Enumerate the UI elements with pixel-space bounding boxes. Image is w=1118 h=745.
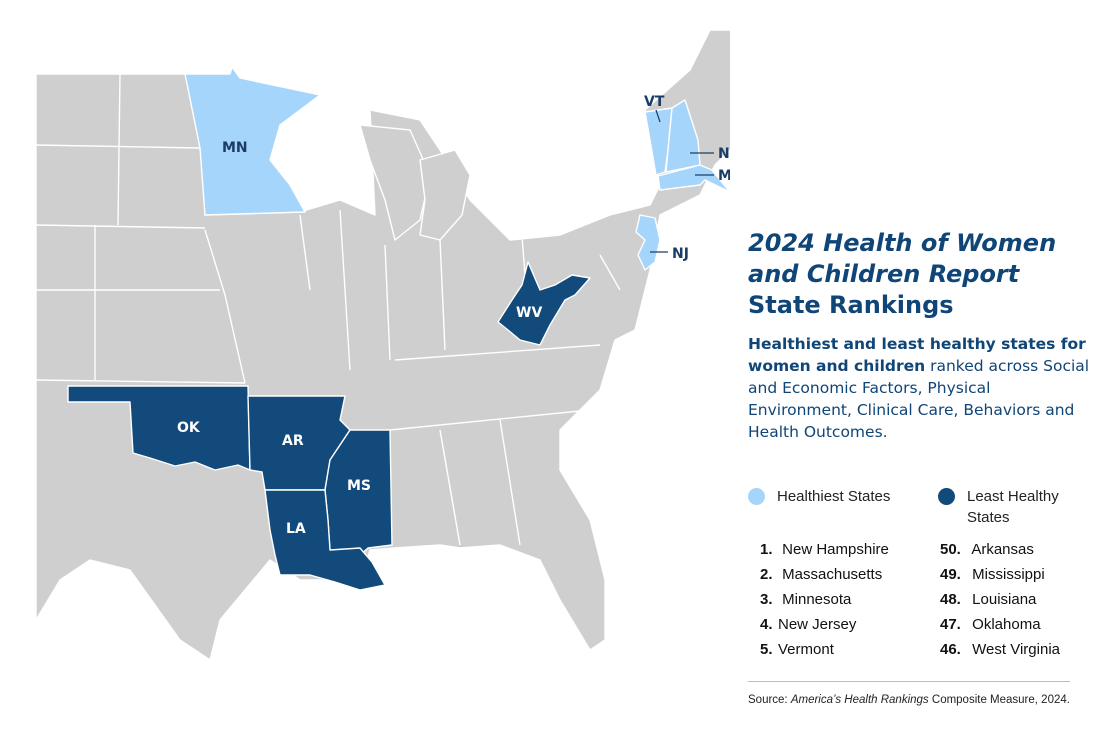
rank-number: 5. — [760, 641, 773, 658]
source-suffix: Composite Measure, 2024. — [928, 694, 1070, 706]
state-shape-ma — [657, 164, 730, 193]
healthiest-states — [184, 66, 730, 271]
state-shape-la — [264, 489, 386, 591]
state-shape-michigan-lp — [419, 149, 471, 241]
least-healthy-rankings: 50. Arkansas 49. Mississippi 48. Louisia… — [940, 540, 1060, 665]
ranking-item: 46. West Virginia — [940, 640, 1060, 665]
state-borders — [35, 73, 621, 546]
ranking-item: 5. Vermont — [760, 640, 889, 665]
rank-number: 47. — [940, 616, 961, 633]
rank-state: New Jersey — [778, 616, 857, 633]
map-label-ok: OK — [177, 420, 201, 436]
rank-state: Vermont — [778, 641, 834, 658]
ranking-item: 50. Arkansas — [940, 540, 1060, 565]
map-label-wv: WV — [516, 305, 542, 321]
leader-line-vt — [655, 109, 661, 123]
map-label-ma: MA — [718, 168, 730, 184]
map-label-vt: VT — [644, 94, 665, 110]
legend-swatch-healthiest — [748, 488, 765, 505]
rank-state: Louisiana — [972, 591, 1037, 608]
title-line-1: 2024 Health of Women — [748, 229, 1057, 257]
least-healthy-states — [67, 261, 591, 591]
ranking-item: 4. New Jersey — [760, 615, 889, 640]
map-label-nj: NJ — [672, 246, 689, 262]
divider — [748, 681, 1070, 682]
rank-state: Arkansas — [971, 541, 1034, 558]
rank-number: 4. — [760, 616, 773, 633]
state-shape-other — [35, 29, 730, 661]
rank-state: New Hampshire — [782, 541, 889, 558]
map-label-la: LA — [286, 521, 306, 537]
ranking-item: 49. Mississippi — [940, 565, 1060, 590]
legend-swatch-least-healthy — [938, 488, 955, 505]
report-title: 2024 Health of Women and Children Report… — [748, 228, 1093, 321]
healthiest-rankings: 1. New Hampshire 2. Massachusetts 3. Min… — [760, 540, 889, 665]
rank-number: 2. — [760, 566, 773, 583]
source-title: America’s Health Rankings — [790, 694, 929, 706]
legend-label-least-healthy: Least Healthy States — [967, 488, 1059, 526]
rank-state: West Virginia — [972, 641, 1060, 658]
rank-state: Massachusetts — [782, 566, 883, 583]
state-shape-michigan — [359, 124, 431, 241]
rank-state: Minnesota — [782, 591, 852, 608]
map-label-ms: MS — [347, 478, 371, 494]
other-states — [35, 29, 730, 661]
source-note: Source: America’s Health Rankings Compos… — [748, 694, 1070, 706]
rank-number: 3. — [760, 591, 773, 608]
rank-number: 48. — [940, 591, 961, 608]
rank-number: 1. — [760, 541, 773, 558]
rank-number: 46. — [940, 641, 961, 658]
ranking-item: 48. Louisiana — [940, 590, 1060, 615]
title-line-3: State Rankings — [748, 291, 954, 319]
map-label-ar: AR — [282, 433, 304, 449]
subtitle-bold: Healthiest and least healthy states for … — [748, 335, 1086, 375]
rank-number: 50. — [940, 541, 961, 558]
source-prefix: Source: — [748, 694, 791, 706]
map-label-mn: MN — [222, 140, 248, 156]
ranking-item: 47. Oklahoma — [940, 615, 1060, 640]
subtitle-rest: ranked across Social and Economic Factor… — [748, 357, 1090, 441]
ranking-item: 2. Massachusetts — [760, 565, 889, 590]
state-shape-nj — [635, 214, 661, 271]
info-panel: 2024 Health of Women and Children Report… — [748, 228, 1093, 443]
report-subtitle: Healthiest and least healthy states for … — [748, 333, 1093, 443]
rank-state: Oklahoma — [972, 616, 1041, 633]
state-shape-mn — [184, 66, 321, 216]
us-map: MN VT NH MA NJ WV OK AR MS LA — [35, 29, 730, 661]
map-label-nh: NH — [718, 146, 730, 162]
rank-state: Mississippi — [972, 566, 1045, 583]
state-shape-wv — [497, 261, 591, 346]
ranking-item: 1. New Hampshire — [760, 540, 889, 565]
legend-label-healthiest: Healthiest States — [777, 488, 891, 505]
ranking-item: 3. Minnesota — [760, 590, 889, 615]
rank-number: 49. — [940, 566, 961, 583]
title-line-2: and Children Report — [748, 260, 1020, 288]
